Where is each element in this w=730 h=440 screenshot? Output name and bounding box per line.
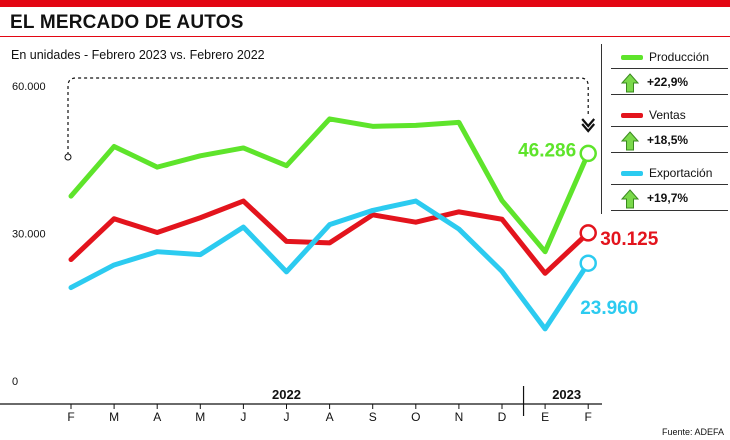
up-arrow-icon: [621, 73, 639, 93]
x-tick-label: F: [67, 410, 74, 424]
legend-name: Producción: [649, 50, 710, 64]
legend-name: Ventas: [649, 108, 686, 122]
series-end-marker: [579, 224, 597, 242]
bracket-start-dot: [64, 153, 72, 161]
legend-swatch: [621, 171, 643, 176]
source-note: Fuente: ADEFA: [661, 427, 724, 437]
y-tick-label: 60.000: [12, 81, 46, 93]
x-tick-label: D: [498, 410, 507, 424]
legend-change-value: +22,9%: [647, 75, 689, 89]
x-tick-label: A: [326, 410, 334, 424]
up-arrow-icon: [621, 131, 639, 151]
x-tick-label: M: [195, 410, 205, 424]
legend-swatch: [621, 55, 643, 60]
title-divider: [0, 36, 730, 37]
bracket-arrow-icon: [581, 118, 596, 128]
chart-subtitle: En unidades - Febrero 2023 vs. Febrero 2…: [11, 48, 265, 62]
legend-change-value: +19,7%: [647, 191, 689, 205]
legend-change-row: +19,7%: [611, 185, 728, 211]
year-group-label: 2023: [552, 387, 581, 402]
x-tick-label: M: [109, 410, 119, 424]
x-tick-label: J: [240, 410, 246, 424]
legend-swatch: [621, 113, 643, 118]
top-accent-bar: [0, 0, 730, 7]
legend-divider: [601, 44, 602, 214]
series-end-marker: [579, 144, 597, 163]
series-end-label: 30.125: [600, 229, 659, 250]
x-tick-label: S: [369, 410, 377, 424]
x-tick-label: A: [153, 410, 161, 424]
x-tick-label: E: [541, 410, 549, 424]
series-line-1: [68, 198, 591, 276]
y-tick-label: 30.000: [12, 229, 46, 241]
x-tick-label: J: [284, 410, 290, 424]
year-group-label: 2022: [272, 387, 301, 402]
series-end-marker: [579, 254, 597, 272]
legend-name-row: Producción: [611, 44, 728, 69]
x-tick-label: O: [411, 410, 420, 424]
legend-change-value: +18,5%: [647, 133, 689, 147]
legend-change-row: +18,5%: [611, 127, 728, 153]
legend-name-row: Ventas: [611, 102, 728, 127]
series-end-label: 46.286: [518, 140, 576, 161]
series-line-0: [68, 116, 591, 255]
x-tick-label: N: [455, 410, 464, 424]
comparison-bracket: [67, 77, 589, 155]
bracket-arrow-icon: [581, 123, 596, 133]
page-title: EL MERCADO DE AUTOS: [10, 12, 244, 33]
legend-name: Exportación: [649, 166, 713, 180]
legend-name-row: Exportación: [611, 160, 728, 185]
series-line-2: [68, 198, 591, 332]
series-end-label: 23.960: [580, 298, 638, 319]
y-tick-label: 0: [12, 376, 18, 388]
x-tick-label: F: [585, 410, 592, 424]
legend-change-row: +22,9%: [611, 69, 728, 95]
up-arrow-icon: [621, 189, 639, 209]
